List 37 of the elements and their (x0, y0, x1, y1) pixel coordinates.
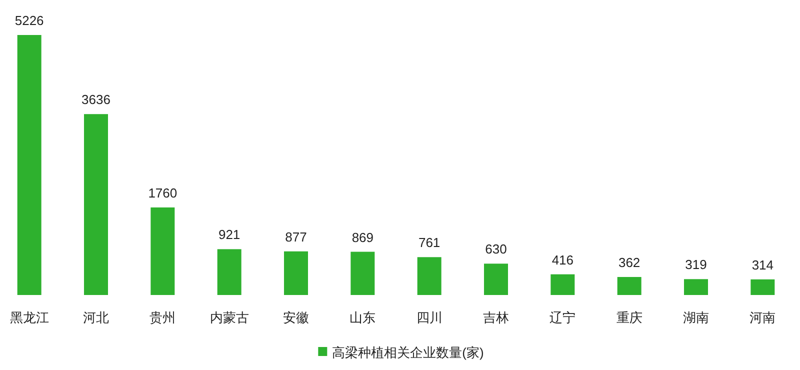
data-label: 921 (218, 227, 240, 242)
bar (750, 279, 775, 295)
x-tick-label: 黑龙江 (10, 310, 49, 325)
data-label: 416 (552, 252, 574, 268)
x-tick-label: 吉林 (483, 310, 509, 325)
data-label: 362 (618, 254, 640, 270)
data-label: 3636 (82, 92, 110, 108)
x-tick-label: 河北 (83, 310, 109, 325)
bar (350, 252, 375, 295)
data-label: 314 (752, 257, 774, 272)
data-label: 5226 (14, 13, 44, 28)
bar (684, 279, 708, 295)
bar (417, 257, 442, 295)
x-tick-label: 四川 (416, 310, 442, 325)
data-label: 319 (685, 257, 707, 272)
x-tick-label: 重庆 (616, 310, 642, 325)
x-tick-label: 贵州 (150, 310, 176, 325)
bar (284, 251, 308, 295)
x-tick-label: 内蒙古 (210, 310, 249, 325)
x-tick-label: 湖南 (683, 310, 709, 325)
data-label: 761 (418, 235, 440, 250)
bar (617, 276, 642, 295)
x-tick-label: 辽宁 (550, 310, 576, 325)
bar (84, 114, 108, 295)
x-tick-label: 河南 (750, 310, 776, 325)
bar (550, 274, 575, 295)
bar (217, 249, 242, 295)
bar (484, 264, 508, 295)
x-tick-label: 安徽 (283, 310, 309, 325)
data-label: 877 (285, 229, 307, 244)
x-tick-label: 山东 (350, 310, 376, 325)
legend: 高梁种植相关企业数量(家) (318, 345, 484, 360)
bar (150, 207, 175, 295)
data-label: 1760 (148, 185, 178, 200)
data-label: 869 (352, 230, 374, 245)
bar (17, 35, 42, 295)
data-label: 630 (485, 242, 507, 257)
